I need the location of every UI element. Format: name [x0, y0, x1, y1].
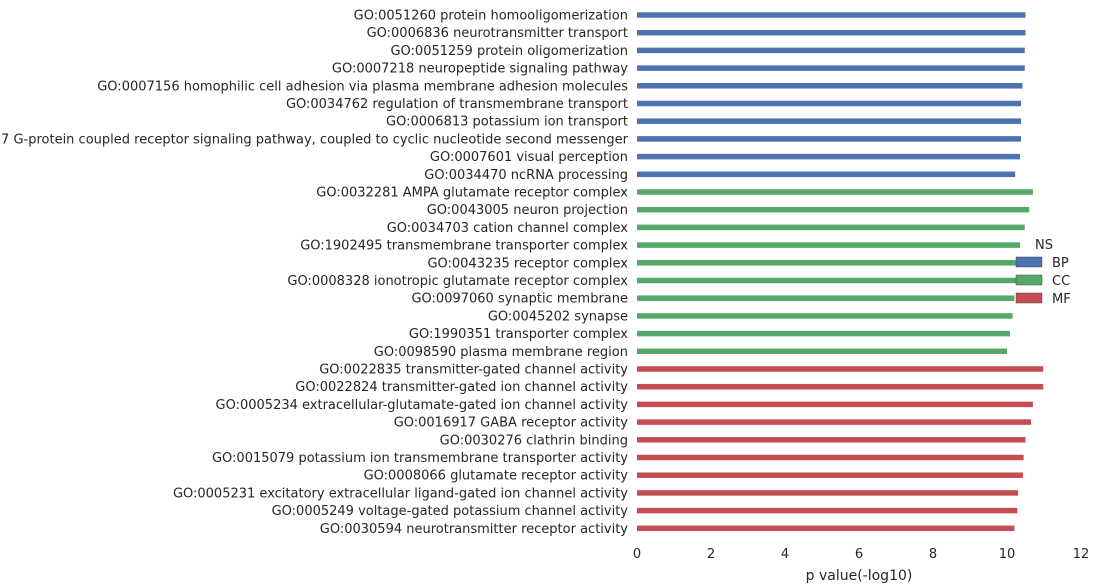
- bar-bp: [637, 12, 1026, 18]
- category-label: GO:0015079 potassium ion transmembrane t…: [212, 451, 628, 466]
- category-label: GO:0007187 G-protein coupled receptor si…: [0, 132, 629, 147]
- bar-bp: [637, 65, 1025, 71]
- bar-mf: [637, 472, 1023, 478]
- bar-cc: [637, 313, 1013, 319]
- bar-cc: [637, 260, 1018, 266]
- x-axis-title: p value(-log10): [806, 568, 913, 584]
- legend-swatch-cc: [1015, 274, 1043, 286]
- category-label: GO:0007156 homophilic cell adhesion via …: [97, 79, 628, 94]
- bar-cc: [637, 206, 1030, 213]
- legend-label-bp: BP: [1052, 256, 1069, 271]
- category-label: GO:0043005 neuron projection: [427, 203, 628, 218]
- legend-swatch-mf: [1015, 292, 1043, 304]
- x-axis: 0 2 4 6 8 10 12: [633, 547, 1089, 562]
- x-tick-label: 12: [1073, 547, 1090, 562]
- category-label: GO:1902495 transmembrane transporter com…: [300, 239, 628, 254]
- category-label: GO:1990351 transporter complex: [409, 327, 628, 342]
- legend-entries: BP CC MF: [1015, 256, 1071, 307]
- category-label: GO:0007218 neuropeptide signaling pathwa…: [332, 62, 628, 77]
- category-label: GO:0051260 protein homooligomerization: [354, 9, 628, 24]
- bar-bp: [637, 100, 1022, 107]
- bar-mf: [637, 419, 1032, 425]
- category-label: GO:0005249 voltage-gated potassium chann…: [272, 504, 629, 519]
- category-label: GO:0034703 cation channel complex: [387, 221, 629, 236]
- bar-cc: [637, 348, 1007, 355]
- legend-title: NS: [1035, 238, 1053, 253]
- bar-mf: [637, 401, 1033, 408]
- bar-mf: [637, 525, 1015, 532]
- category-label: GO:0030276 clathrin binding: [440, 433, 628, 448]
- category-label: GO:0022835 transmitter-gated channel act…: [319, 363, 628, 378]
- category-label: GO:0098590 plasma membrane region: [374, 345, 628, 360]
- bar-cc: [637, 242, 1020, 248]
- legend: NS BP CC MF: [1015, 238, 1071, 307]
- legend-swatch-bp: [1015, 256, 1043, 268]
- x-tick-label: 4: [781, 547, 789, 562]
- category-label: GO:0097060 synaptic membrane: [411, 292, 628, 307]
- bar-cc: [637, 189, 1033, 195]
- bar-bp: [637, 83, 1023, 89]
- bar-bp: [637, 136, 1022, 142]
- x-tick-label: 2: [707, 547, 715, 562]
- bar-bp: [637, 171, 1016, 178]
- x-tick-label: 0: [633, 547, 641, 562]
- bar-bp: [637, 118, 1022, 124]
- category-label: GO:0034762 regulation of transmembrane t…: [286, 97, 628, 112]
- x-tick-label: 8: [929, 547, 937, 562]
- legend-label-mf: MF: [1052, 292, 1071, 307]
- category-label: GO:0016917 GABA receptor activity: [394, 416, 629, 431]
- bar-cc: [637, 330, 1010, 337]
- category-label: GO:0006836 neurotransmitter transport: [367, 26, 628, 41]
- bars-layer: [637, 12, 1044, 532]
- bar-mf: [637, 507, 1018, 514]
- bar-mf: [637, 437, 1026, 443]
- category-label: GO:0032281 AMPA glutamate receptor compl…: [316, 186, 628, 201]
- category-labels: GO:0051260 protein homooligomerization GO…: [0, 9, 629, 537]
- bar-mf: [637, 366, 1044, 372]
- category-label: GO:0007601 visual perception: [430, 150, 628, 165]
- category-label: GO:0006813 potassium ion transport: [386, 115, 628, 130]
- category-label: GO:0030594 neurotransmitter receptor act…: [320, 522, 629, 537]
- category-label: GO:0051259 protein oligomerization: [390, 44, 628, 59]
- category-label: GO:0034470 ncRNA processing: [424, 168, 628, 183]
- category-label: GO:0045202 synapse: [488, 309, 628, 324]
- category-label: GO:0008328 ionotropic glutamate receptor…: [287, 274, 628, 289]
- x-tick-label: 10: [999, 547, 1016, 562]
- category-label: GO:0022824 transmitter-gated ion channel…: [295, 380, 628, 395]
- bar-cc: [637, 295, 1015, 301]
- bar-mf: [637, 383, 1044, 390]
- category-label: GO:0008066 glutamate receptor activity: [364, 469, 629, 484]
- bar-cc: [637, 277, 1017, 284]
- bar-mf: [637, 454, 1024, 461]
- bar-cc: [637, 224, 1025, 231]
- bar-bp: [637, 47, 1025, 54]
- category-label: GO:0005231 excitatory extracellular liga…: [173, 486, 628, 501]
- bar-bp: [637, 29, 1026, 36]
- x-tick-label: 6: [855, 547, 863, 562]
- legend-label-cc: CC: [1052, 274, 1070, 289]
- bar-mf: [637, 490, 1019, 496]
- category-label: GO:0005234 extracellular-glutamate-gated…: [216, 398, 629, 413]
- bar-bp: [637, 153, 1020, 160]
- category-label: GO:0043235 receptor complex: [427, 256, 628, 271]
